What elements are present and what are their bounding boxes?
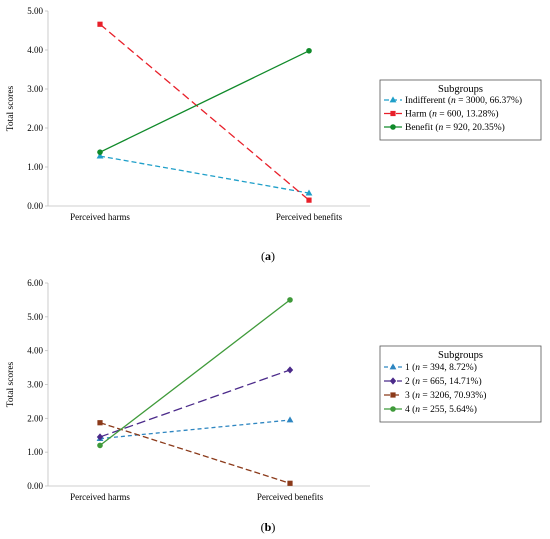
data-point xyxy=(97,21,103,27)
series-3 xyxy=(97,47,312,155)
panel-b: 0.00 1.00 2.00 3.00 4.00 5.00 6.00 Total scores… xyxy=(6,278,542,534)
legend-title: Subgroups xyxy=(438,350,483,361)
y-tick-label: 4.00 xyxy=(27,45,43,55)
y-tick-label: 5.00 xyxy=(27,6,43,16)
series-line xyxy=(99,419,291,440)
data-point xyxy=(286,416,294,423)
x-tick-label: Perceived benefits xyxy=(257,492,324,502)
y-tick-label: 2.00 xyxy=(27,413,43,423)
panel-label: (a) xyxy=(261,249,275,263)
x-tick-label: Perceived harms xyxy=(70,492,130,502)
data-point xyxy=(96,433,104,441)
y-axis-label: Total scores xyxy=(6,361,16,407)
data-point xyxy=(287,297,293,303)
data-point xyxy=(97,149,103,155)
panel-a: 0.00 1.00 2.00 3.00 4.00 5.00 Total scores Perc… xyxy=(6,6,542,263)
y-tick-label: 0.00 xyxy=(27,481,43,491)
y-tick-label: 0.00 xyxy=(27,201,43,211)
legend-marker xyxy=(390,110,396,117)
series-line xyxy=(99,155,310,194)
series-line xyxy=(99,422,291,484)
legend-entry: 2 (n = 665, 14.71%) xyxy=(405,376,482,387)
series-line xyxy=(99,50,310,153)
series-2 xyxy=(96,366,294,441)
series-line xyxy=(99,23,310,201)
series-1 xyxy=(96,152,313,196)
y-axis-label: Total scores xyxy=(6,85,16,131)
legend-entry: 3 (n = 3206, 70.93%) xyxy=(405,390,486,401)
y-tick-label: 3.00 xyxy=(27,84,43,94)
y-tick-label: 2.00 xyxy=(27,123,43,133)
y-tick-label: 1.00 xyxy=(27,162,43,172)
legend-entry: Benefit (n = 920, 20.35%) xyxy=(405,122,505,133)
legend-title: Subgroups xyxy=(438,84,483,95)
data-point xyxy=(305,189,313,196)
y-tick-label: 6.00 xyxy=(27,278,43,288)
legend-box xyxy=(379,345,542,423)
y-tick-label: 1.00 xyxy=(27,447,43,457)
series-4 xyxy=(97,297,293,449)
legend-entry: 4 (n = 255, 5.64%) xyxy=(405,404,477,415)
panel-label: (b) xyxy=(261,520,276,534)
legend-marker xyxy=(390,124,396,130)
series-line xyxy=(99,299,291,446)
legend-box xyxy=(379,79,542,141)
series-3 xyxy=(97,420,293,486)
legend-entry: Indifferent (n = 3000, 66.37%) xyxy=(405,95,522,106)
legend-marker xyxy=(390,406,396,412)
y-tick-label: 4.00 xyxy=(27,346,43,356)
data-point xyxy=(306,197,312,203)
series-line xyxy=(99,369,291,438)
x-tick-label: Perceived harms xyxy=(70,212,130,222)
legend-entry: Harm (n = 600, 13.28%) xyxy=(405,109,498,120)
data-point xyxy=(306,47,312,54)
data-point xyxy=(287,480,293,486)
data-point xyxy=(97,420,103,426)
legend-marker xyxy=(389,96,397,103)
series-2 xyxy=(97,21,312,203)
x-tick-label: Perceived benefits xyxy=(276,212,343,222)
legend-marker xyxy=(389,377,397,385)
data-point xyxy=(96,152,104,159)
series-1 xyxy=(96,416,294,442)
legend-entry: 1 (n = 394, 8.72%) xyxy=(405,362,477,373)
y-tick-label: 5.00 xyxy=(27,312,43,322)
data-point xyxy=(97,442,103,449)
legend-marker xyxy=(389,363,397,370)
legend-marker xyxy=(390,392,396,398)
y-tick-label: 3.00 xyxy=(27,380,43,390)
data-point xyxy=(286,366,294,374)
